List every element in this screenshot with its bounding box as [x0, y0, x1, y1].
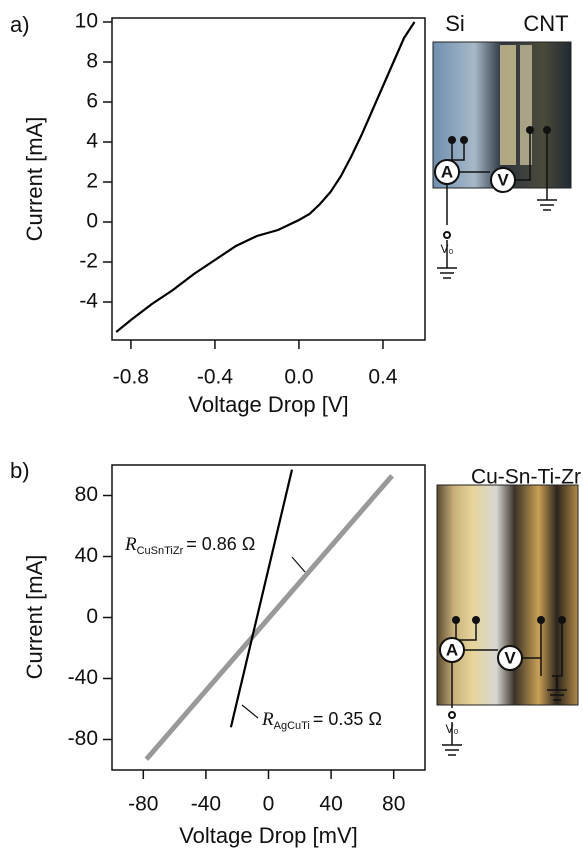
inset-a: [432, 41, 572, 279]
circuit: [446, 130, 548, 268]
y-tick-label: 8: [86, 50, 98, 73]
inset-label: V: [504, 648, 516, 667]
y-tick-label: -80: [68, 727, 98, 750]
voltmeter: [490, 167, 516, 193]
inset-label: V₀: [441, 242, 454, 256]
terminal: [443, 231, 451, 239]
x-tick-label: 0: [263, 793, 275, 816]
data-line: [144, 474, 394, 761]
y-axis-title: Current [mA]: [22, 555, 47, 680]
y-tick-label: 4: [86, 130, 98, 153]
x-tick-label: -40: [191, 793, 221, 816]
y-tick-label: 10: [75, 10, 98, 33]
ground: [437, 199, 557, 279]
y-tick-label: 40: [75, 544, 98, 567]
inset-label: Si: [445, 11, 465, 36]
inset-b: [436, 484, 579, 756]
plot-frame: [111, 17, 426, 341]
circuit: [451, 620, 563, 745]
y-tick-label: 0: [86, 210, 98, 233]
panel-label: a): [10, 12, 30, 37]
voltmeter: [497, 645, 523, 671]
circuit: [464, 649, 541, 659]
x-tick-label: 0.4: [368, 366, 398, 389]
annotation-subscript: AgCuTi: [274, 720, 310, 732]
ammeter: [439, 637, 465, 663]
probe: [452, 616, 460, 624]
probe: [460, 136, 468, 144]
annotation: RCuSnTiZr = 0.86 Ω: [124, 534, 255, 557]
probe: [537, 616, 545, 624]
annotation-symbol: R: [261, 709, 274, 730]
x-axis-title: Voltage Drop [V]: [188, 392, 348, 417]
annotation-leader: [241, 704, 259, 719]
panel-label: b): [10, 458, 30, 483]
inset-label: V: [497, 170, 509, 189]
annotation-subscript: CuSnTiZr: [137, 545, 184, 557]
y-tick-label: 0: [86, 605, 98, 628]
annotation-text: = 0.35 Ω: [313, 709, 382, 729]
probe: [448, 136, 456, 144]
terminal: [448, 711, 456, 719]
ground: [442, 676, 567, 756]
x-tick-label: -0.8: [113, 366, 149, 389]
x-tick-label: 40: [319, 793, 342, 816]
inset-label: A: [446, 640, 458, 659]
photo-stripe: [520, 45, 532, 165]
y-tick-label: -40: [68, 666, 98, 689]
probe: [472, 616, 480, 624]
inset-label: CNT: [523, 11, 568, 36]
x-tick-label: 80: [382, 793, 405, 816]
annotation-symbol: R: [124, 534, 137, 555]
annotation-leader: [291, 556, 306, 573]
x-tick-label: 0.0: [284, 366, 313, 389]
y-tick-label: -4: [79, 290, 98, 313]
probe: [558, 616, 566, 624]
x-axis-title: Voltage Drop [mV]: [179, 823, 358, 848]
y-tick-label: 80: [75, 483, 98, 506]
y-tick-label: -2: [79, 250, 98, 273]
y-axis-title: Current [mA]: [22, 117, 47, 242]
data-line: [115, 21, 416, 333]
ammeter: [434, 159, 460, 185]
photo: [436, 484, 579, 706]
x-tick-label: -80: [128, 793, 158, 816]
photo-stripe: [500, 45, 516, 165]
probe: [526, 126, 534, 134]
inset-label: V₀: [446, 722, 459, 736]
probe: [543, 126, 551, 134]
inset-label: A: [441, 162, 453, 181]
annotation-text: = 0.86 Ω: [186, 534, 255, 554]
inset-label: Cu-Sn-Ti-Zr: [471, 466, 581, 489]
data-line: [229, 469, 294, 728]
x-tick-label: -0.4: [197, 366, 234, 389]
annotation: RAgCuTi = 0.35 Ω: [261, 709, 382, 732]
y-tick-label: 2: [86, 170, 98, 193]
y-tick-label: 6: [86, 90, 98, 113]
